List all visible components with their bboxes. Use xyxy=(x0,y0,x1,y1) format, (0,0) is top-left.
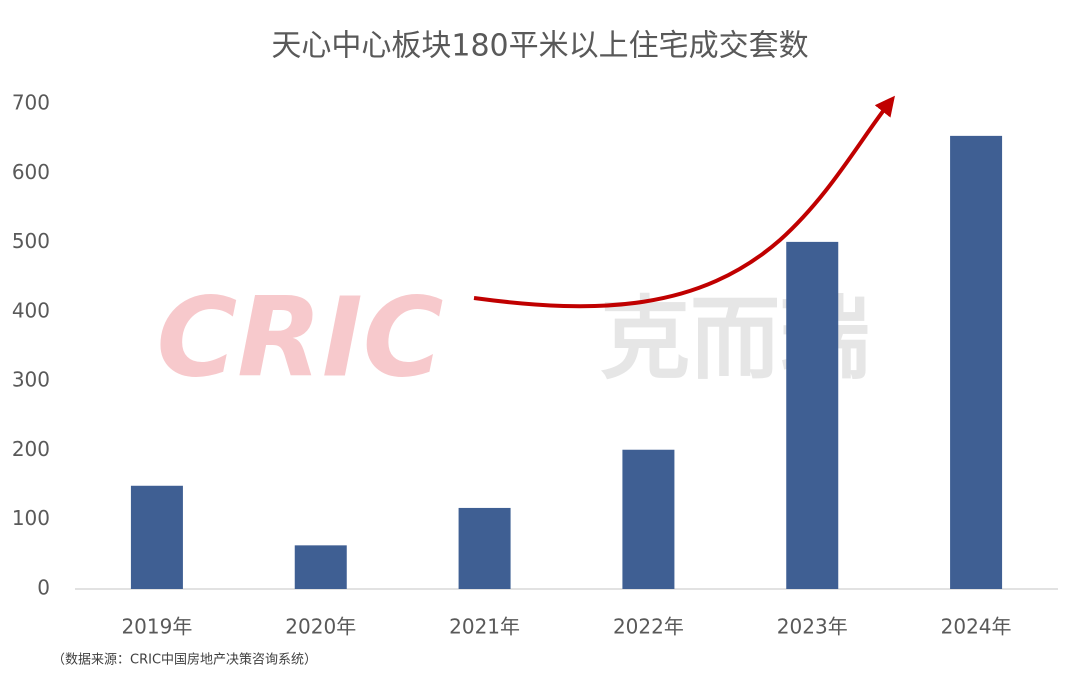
watermark: CRIC xyxy=(156,273,443,401)
marks xyxy=(130,135,1003,589)
x-tick-label: 2023年 xyxy=(777,615,848,639)
y-tick-label: 600 xyxy=(12,160,50,184)
x-tick-label: 2020年 xyxy=(285,615,356,639)
y-tick-label: 200 xyxy=(12,437,50,461)
bar xyxy=(786,241,839,589)
x-tick-label: 2021年 xyxy=(449,615,520,639)
bar xyxy=(458,507,511,589)
source-note: （数据来源：CRIC中国房地产决策咨询系统） xyxy=(52,652,317,668)
y-tick-label: 300 xyxy=(12,368,50,392)
y-tick-label: 100 xyxy=(12,506,50,530)
chart-title: 天心中心板块180平米以上住宅成交套数 xyxy=(271,29,808,64)
trend-arrow xyxy=(473,95,895,309)
bar xyxy=(130,485,183,589)
y-tick-label: 700 xyxy=(12,91,50,115)
y-tick-label: 0 xyxy=(37,576,50,600)
bar xyxy=(294,545,347,589)
y-tick-label: 400 xyxy=(12,298,50,322)
x-tick-label: 2022年 xyxy=(613,615,684,639)
bar xyxy=(950,135,1003,589)
x-tick-label: 2024年 xyxy=(941,615,1012,639)
y-tick-label: 500 xyxy=(12,229,50,253)
x-tick-label: 2019年 xyxy=(121,615,192,639)
bar xyxy=(622,449,675,589)
